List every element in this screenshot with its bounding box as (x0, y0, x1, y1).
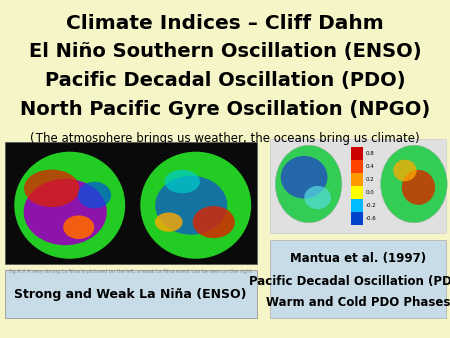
Ellipse shape (24, 179, 107, 245)
Ellipse shape (140, 152, 251, 259)
Ellipse shape (402, 170, 435, 205)
Ellipse shape (275, 145, 342, 223)
Text: North Pacific Gyre Oscillation (NPGO): North Pacific Gyre Oscillation (NPGO) (20, 100, 430, 119)
FancyBboxPatch shape (351, 186, 363, 199)
FancyBboxPatch shape (351, 212, 363, 225)
Ellipse shape (393, 160, 417, 182)
FancyBboxPatch shape (270, 240, 446, 318)
Ellipse shape (63, 215, 94, 239)
FancyBboxPatch shape (351, 147, 363, 160)
Ellipse shape (304, 186, 331, 209)
Ellipse shape (14, 152, 125, 259)
Text: Strong and Weak La Niña (ENSO): Strong and Weak La Niña (ENSO) (14, 288, 247, 300)
Text: El Niño Southern Oscillation (ENSO): El Niño Southern Oscillation (ENSO) (29, 42, 421, 61)
Text: 0.0: 0.0 (365, 190, 374, 195)
Ellipse shape (165, 170, 200, 193)
Text: Pacific Decadal Oscillation (PDO): Pacific Decadal Oscillation (PDO) (45, 71, 405, 90)
Ellipse shape (78, 182, 111, 209)
Text: ( The atmosphere brings us weather, the oceans bring us climate): ( The atmosphere brings us weather, the … (30, 132, 420, 145)
FancyBboxPatch shape (4, 270, 256, 318)
Text: Mantua et al. (1997): Mantua et al. (1997) (290, 251, 426, 265)
Text: 0.8: 0.8 (365, 151, 374, 156)
FancyBboxPatch shape (270, 139, 446, 233)
Ellipse shape (155, 176, 227, 235)
Text: Fig X.X A very strong La Nina is pictured on the left, a weak La Nina event can : Fig X.X A very strong La Nina is picture… (9, 269, 252, 274)
Ellipse shape (155, 213, 183, 232)
Text: Pacific Decadal Oscillation (PDO): Pacific Decadal Oscillation (PDO) (249, 275, 450, 288)
Ellipse shape (24, 170, 80, 207)
Ellipse shape (193, 206, 235, 238)
FancyBboxPatch shape (351, 160, 363, 173)
FancyBboxPatch shape (351, 173, 363, 186)
FancyBboxPatch shape (4, 142, 256, 264)
Text: -0.2: -0.2 (365, 203, 376, 208)
Ellipse shape (281, 156, 328, 199)
Text: -0.6: -0.6 (365, 216, 376, 221)
FancyBboxPatch shape (351, 199, 363, 212)
Text: Warm and Cold PDO Phases: Warm and Cold PDO Phases (266, 296, 450, 309)
Text: 0.4: 0.4 (365, 164, 374, 169)
Text: 0.2: 0.2 (365, 177, 374, 182)
Text: Climate Indices – Cliff Dahm: Climate Indices – Cliff Dahm (66, 14, 384, 32)
Ellipse shape (381, 145, 447, 223)
